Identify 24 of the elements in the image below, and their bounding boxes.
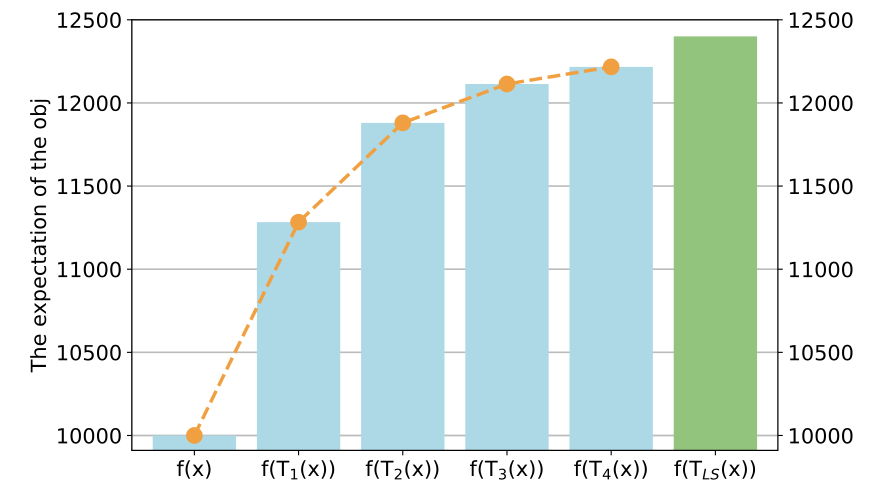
y2-tick-label: 11000 (790, 262, 853, 278)
point (498, 76, 516, 92)
point (602, 58, 620, 76)
x-tick-label: f(T$_{LS}$(x)) (674, 460, 756, 480)
y2-tick-label: 11500 (790, 178, 853, 194)
y2-tick-label: 12000 (790, 95, 853, 112)
x-tick-label: f(T$_{1}$(x)) (262, 460, 334, 480)
y-tick-label: 10000 (58, 428, 121, 444)
y-tick-label: 11500 (58, 178, 121, 194)
point (394, 114, 412, 132)
y-tick-label: 12000 (58, 95, 121, 112)
y-tick-label: 11000 (58, 262, 121, 278)
y-tick-label: 10500 (58, 344, 121, 361)
y2-tick-label: 10000 (790, 428, 853, 444)
point (290, 214, 307, 230)
x-tick-label: f(x) (176, 460, 211, 479)
y-axis-title: The expectation of the obj (30, 100, 50, 372)
x-tick-label: f(T$_{2}$(x)) (366, 460, 438, 480)
point (186, 427, 203, 444)
y2-tick-label: 12500 (790, 12, 853, 28)
x-tick-label: f(T$_{4}$(x)) (574, 460, 647, 480)
y2-tick-label: 10500 (790, 344, 853, 361)
y-tick-label: 12500 (58, 12, 121, 28)
x-tick-label: f(T$_{3}$(x)) (470, 460, 543, 480)
